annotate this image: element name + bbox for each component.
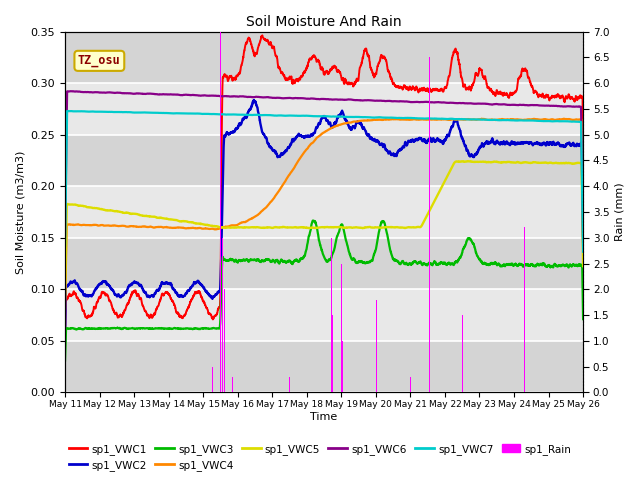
sp1_VWC4	[61, 306, 69, 312]
sp1_VWC2	[579, 234, 587, 240]
sp1_VWC3	[569, 262, 577, 267]
sp1_VWC7	[569, 119, 577, 124]
sp1_VWC5	[513, 159, 521, 165]
sp1_VWC6	[67, 88, 74, 94]
sp1_VWC5	[464, 158, 472, 164]
Text: TZ_osu: TZ_osu	[78, 54, 121, 67]
sp1_VWC6	[282, 95, 290, 101]
sp1_VWC6	[513, 102, 521, 108]
sp1_VWC6	[61, 233, 69, 239]
sp1_VWC3	[120, 325, 128, 331]
Line: sp1_VWC5: sp1_VWC5	[65, 161, 583, 298]
sp1_VWC2	[569, 141, 577, 146]
sp1_VWC1	[151, 311, 159, 316]
Legend: sp1_VWC1, sp1_VWC2, sp1_VWC3, sp1_VWC4, sp1_VWC5, sp1_VWC6, sp1_VWC7, sp1_Rain: sp1_VWC1, sp1_VWC2, sp1_VWC3, sp1_VWC4, …	[65, 439, 575, 475]
sp1_VWC1	[579, 206, 587, 212]
sp1_VWC1	[260, 36, 268, 42]
Title: Soil Moisture And Rain: Soil Moisture And Rain	[246, 15, 402, 29]
Bar	[65, 289, 583, 341]
sp1_VWC5	[120, 210, 128, 216]
sp1_VWC3	[61, 358, 69, 363]
sp1_VWC4	[260, 206, 268, 212]
sp1_VWC4	[151, 225, 159, 230]
sp1_VWC7	[120, 109, 128, 115]
sp1_VWC2	[250, 97, 258, 103]
sp1_VWC6	[579, 241, 587, 247]
sp1_VWC7	[64, 108, 72, 114]
Line: sp1_VWC3: sp1_VWC3	[65, 221, 583, 360]
sp1_VWC7	[513, 118, 521, 123]
sp1_VWC1	[513, 83, 521, 88]
sp1_VWC7	[260, 112, 268, 118]
sp1_VWC3	[151, 325, 159, 331]
sp1_VWC4	[513, 117, 521, 122]
sp1_VWC5	[61, 295, 69, 301]
sp1_VWC3	[260, 258, 268, 264]
sp1_VWC2	[260, 132, 268, 137]
Bar	[65, 238, 583, 289]
sp1_VWC6	[120, 90, 128, 96]
Bar	[65, 341, 583, 392]
Bar	[65, 186, 583, 238]
sp1_VWC4	[282, 177, 290, 182]
sp1_VWC2	[282, 148, 290, 154]
sp1_VWC5	[569, 161, 577, 167]
sp1_VWC6	[569, 104, 577, 109]
sp1_VWC6	[151, 91, 159, 97]
sp1_VWC2	[513, 141, 521, 147]
Line: sp1_VWC7: sp1_VWC7	[65, 111, 583, 252]
sp1_VWC3	[579, 316, 587, 322]
sp1_VWC4	[579, 240, 587, 245]
sp1_VWC5	[282, 225, 290, 230]
sp1_VWC4	[560, 116, 568, 121]
Bar	[65, 83, 583, 135]
sp1_VWC7	[151, 110, 159, 116]
sp1_VWC2	[120, 291, 128, 297]
sp1_VWC1	[120, 308, 128, 314]
Line: sp1_VWC4: sp1_VWC4	[65, 119, 583, 309]
sp1_VWC4	[120, 223, 128, 229]
Line: sp1_VWC1: sp1_VWC1	[65, 36, 583, 348]
sp1_VWC5	[151, 214, 159, 220]
sp1_VWC7	[282, 113, 290, 119]
sp1_VWC3	[282, 260, 290, 265]
Y-axis label: Soil Moisture (m3/m3): Soil Moisture (m3/m3)	[15, 150, 25, 274]
sp1_VWC1	[61, 346, 69, 351]
X-axis label: Time: Time	[310, 412, 338, 422]
Y-axis label: Rain (mm): Rain (mm)	[615, 183, 625, 241]
sp1_VWC1	[282, 76, 290, 82]
sp1_VWC6	[260, 95, 268, 100]
sp1_VWC1	[259, 33, 266, 38]
sp1_VWC1	[569, 96, 577, 102]
sp1_VWC2	[151, 290, 159, 296]
Line: sp1_VWC6: sp1_VWC6	[65, 91, 583, 244]
Bar	[65, 32, 583, 83]
sp1_VWC5	[260, 225, 268, 231]
Bar	[65, 135, 583, 186]
sp1_VWC4	[569, 117, 577, 123]
sp1_VWC3	[309, 218, 317, 224]
sp1_VWC7	[579, 249, 587, 254]
sp1_VWC3	[513, 263, 521, 269]
Line: sp1_VWC2: sp1_VWC2	[65, 100, 583, 341]
sp1_VWC2	[61, 338, 69, 344]
sp1_VWC7	[61, 243, 69, 249]
sp1_VWC5	[579, 264, 587, 269]
